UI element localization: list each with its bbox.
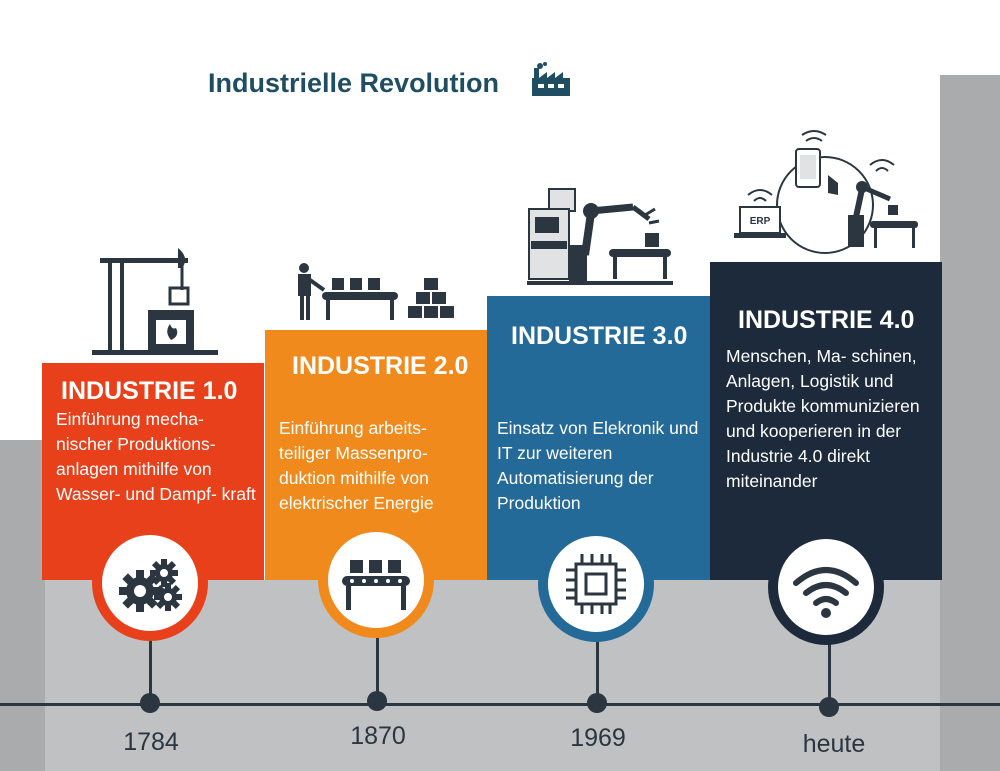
steam-engine-illustration: [92, 248, 218, 355]
stage-heading: INDUSTRIE 4.0: [738, 306, 915, 334]
wifi-icon: [793, 567, 859, 618]
stage-4-circle: [768, 529, 884, 645]
timeline-stem: [828, 640, 831, 706]
connected-systems-illustration: ERP: [734, 130, 918, 254]
robot-arm-illustration: [527, 188, 673, 285]
timeline-stem: [596, 640, 599, 704]
stage-industrie-3: INDUSTRIE 3.0 Einsatz von Elekronik und …: [487, 296, 710, 580]
stage-heading: INDUSTRIE 2.0: [292, 352, 469, 380]
microchip-icon: [566, 554, 626, 614]
timeline-dot: [587, 693, 607, 713]
timeline-stem: [149, 640, 152, 704]
background-step-right: [940, 75, 1000, 771]
page-title: Industrielle Revolution: [208, 68, 500, 98]
erp-label: ERP: [750, 216, 771, 227]
stage-description: Einführung mecha- nischer Produktions- a…: [56, 409, 256, 504]
year-label: 1870: [350, 722, 406, 750]
timeline-dot: [367, 691, 387, 711]
year-label: 1784: [123, 728, 179, 756]
stage-description: Menschen, Ma- schinen, Anlagen, Logistik…: [726, 346, 920, 491]
gears-icon: [119, 559, 182, 612]
assembly-line-illustration: [298, 263, 454, 320]
stage-description: Einsatz von Elekronik und IT zur weitere…: [497, 418, 699, 513]
timeline-dot: [140, 693, 160, 713]
stage-description: Einführung arbeits- teiliger Massenpro- …: [279, 418, 434, 513]
year-label: 1969: [570, 724, 626, 752]
background-step-left: [0, 440, 45, 771]
factory-icon: [532, 62, 570, 96]
stage-heading: INDUSTRIE 1.0: [61, 377, 238, 405]
stage-3-circle: [538, 526, 654, 642]
stage-heading: INDUSTRIE 3.0: [511, 322, 688, 350]
stage-industrie-4: INDUSTRIE 4.0 Menschen, Ma- schinen, Anl…: [710, 262, 942, 580]
conveyor-icon: [342, 560, 410, 610]
year-label: heute: [802, 730, 866, 758]
timeline-dot: [819, 697, 839, 717]
stage-2-circle: [318, 522, 434, 638]
timeline-stem: [376, 636, 379, 702]
stage-1-circle: [92, 525, 208, 641]
timeline-axis: [0, 703, 1000, 706]
